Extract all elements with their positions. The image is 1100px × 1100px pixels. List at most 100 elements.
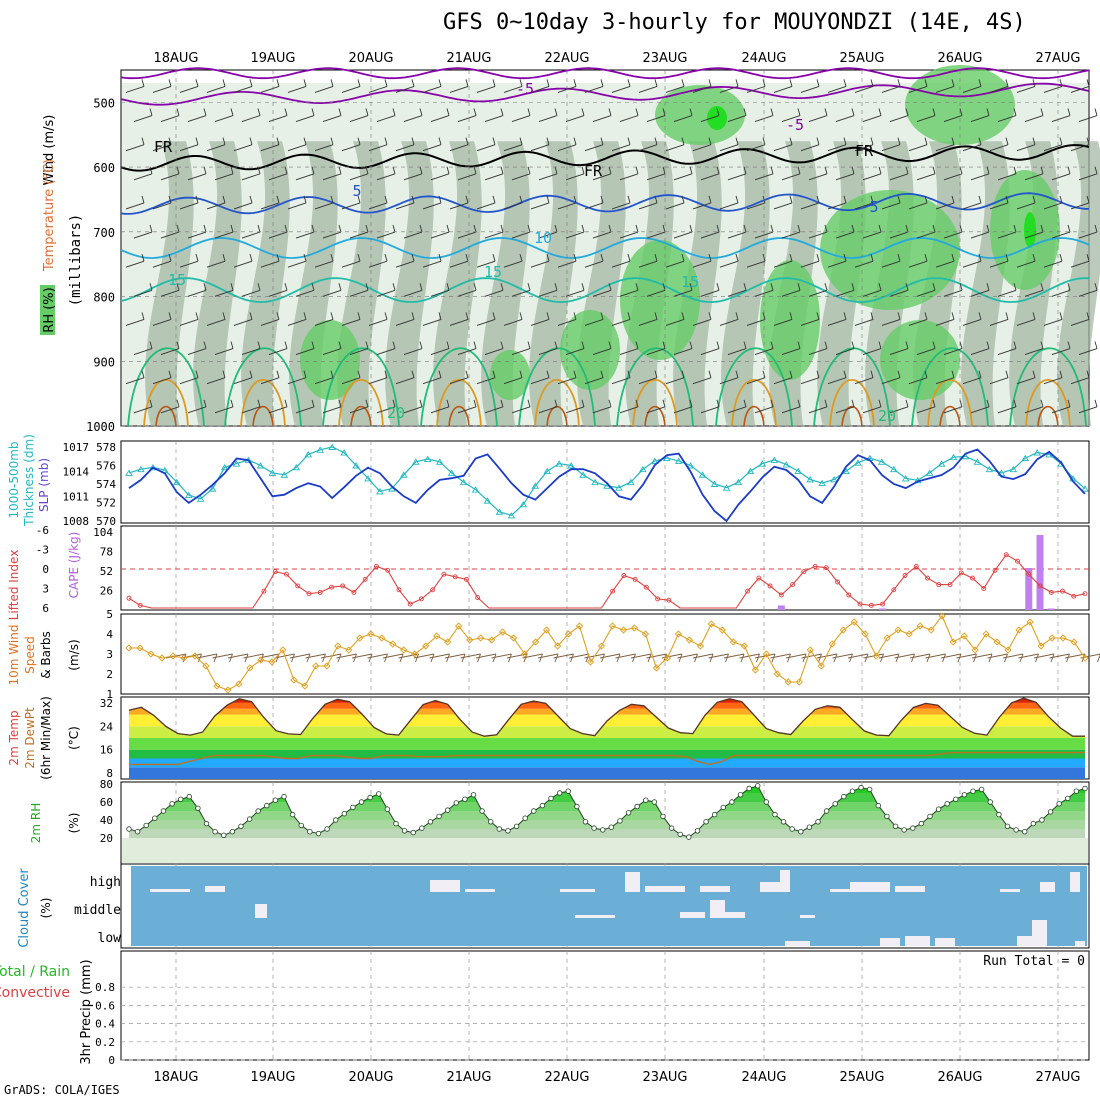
rh-point xyxy=(806,824,813,830)
rh-shade-band xyxy=(1057,141,1100,426)
wind-speed-point xyxy=(367,630,375,638)
wind-barb xyxy=(1040,108,1044,116)
wind-barb xyxy=(970,115,990,122)
lifted-index-point xyxy=(610,588,616,594)
wind-barb xyxy=(349,115,369,122)
wind-barb xyxy=(719,377,739,385)
wind-speed-point xyxy=(806,646,814,654)
cape-tick: 104 xyxy=(93,526,113,539)
rh-point xyxy=(849,788,856,794)
cloud-middle-bar xyxy=(680,912,705,918)
wind-barb xyxy=(611,144,631,152)
wind-barb xyxy=(195,312,199,320)
wind-barb xyxy=(997,406,1017,414)
wind-speed-point xyxy=(949,638,957,646)
wind-barb xyxy=(403,115,423,122)
wind-barb xyxy=(1067,108,1071,116)
wind-barb xyxy=(789,195,793,204)
wind-barb xyxy=(484,231,504,239)
wind-barb xyxy=(951,137,955,145)
wind-speed-point xyxy=(894,626,902,634)
wind-barb xyxy=(341,260,361,268)
lifted-index-point xyxy=(340,583,346,589)
thickness-point xyxy=(567,462,575,469)
rh-point xyxy=(281,793,287,800)
wind-barb xyxy=(276,195,280,204)
lifted-index-point xyxy=(1037,583,1043,589)
wind10-barb xyxy=(1018,653,1039,659)
wind-speed-point xyxy=(630,624,639,632)
isotherm-30 xyxy=(155,406,177,427)
wind-barb xyxy=(430,289,450,297)
wind-barb xyxy=(1032,254,1036,262)
isotherm-25 xyxy=(927,379,973,427)
thickness-point xyxy=(316,446,324,453)
wind-barb xyxy=(527,224,531,233)
rh-point xyxy=(677,831,683,838)
wind-barb xyxy=(322,348,342,355)
wind-barb xyxy=(519,370,523,378)
wind-barb xyxy=(1078,348,1098,355)
precip-tick: 0.8 xyxy=(95,981,115,994)
contour-label: FR xyxy=(855,142,874,160)
upper-label-millibars: (millibars) xyxy=(68,214,84,307)
wind-speed-point xyxy=(301,682,309,690)
wind-barb xyxy=(233,85,253,93)
cape-tick: 52 xyxy=(100,565,113,578)
wind-barb xyxy=(295,231,315,239)
rh-point xyxy=(470,792,477,798)
wind-barb xyxy=(260,144,280,152)
wind-barb xyxy=(932,166,936,174)
wind-speed-point xyxy=(125,644,133,652)
wind-barb xyxy=(635,399,639,407)
wind-barb xyxy=(357,195,361,204)
wind-barb xyxy=(789,137,793,145)
wind-barb xyxy=(465,254,469,262)
rh-point xyxy=(513,823,520,829)
lifted-index-point xyxy=(868,602,874,608)
isotherm-20 xyxy=(616,347,694,427)
wind-barb xyxy=(692,260,712,268)
wind-barb xyxy=(422,319,442,326)
wind-barb xyxy=(959,166,963,174)
wind-barb xyxy=(835,115,855,122)
wind-barb xyxy=(422,85,442,93)
wind-barb xyxy=(908,260,928,268)
wind-barb xyxy=(1040,166,1044,174)
wind-barb xyxy=(149,108,153,116)
cape-tick: 78 xyxy=(100,546,113,559)
wind-barb xyxy=(476,260,496,268)
wind-barb xyxy=(395,260,415,268)
isotherm-30 xyxy=(939,406,961,427)
wind-speed-point xyxy=(213,682,221,690)
wind-barb xyxy=(133,173,153,181)
wind-barb xyxy=(689,224,693,233)
wind-barb xyxy=(627,137,631,145)
wind-barb xyxy=(908,377,928,385)
rh-point xyxy=(617,818,623,824)
wind-barb xyxy=(1070,319,1090,326)
wind-barb xyxy=(457,231,477,239)
wind10-barb xyxy=(942,653,946,663)
thickness-point xyxy=(746,467,755,474)
wind-barb xyxy=(411,137,415,145)
wind-barb xyxy=(681,370,685,378)
rh-point xyxy=(152,815,158,821)
rh-point xyxy=(901,827,907,833)
wind-barb xyxy=(824,341,828,349)
wind-barb xyxy=(943,289,963,297)
lifted-index-point xyxy=(778,592,784,598)
wind-barb xyxy=(1070,144,1090,152)
wind-barb xyxy=(206,377,226,385)
date-label-top: 22AUG xyxy=(544,51,589,66)
wind-barb xyxy=(816,195,820,204)
wind-barb xyxy=(176,283,180,291)
lifted-tick: -3 xyxy=(36,544,49,557)
thickness-point xyxy=(794,467,802,474)
wind-barb xyxy=(527,399,531,407)
wind-barb xyxy=(149,224,153,233)
wind-barb xyxy=(260,260,280,268)
wind-barb xyxy=(924,137,928,145)
wind-barb xyxy=(592,406,612,414)
wind-barb xyxy=(692,319,712,326)
